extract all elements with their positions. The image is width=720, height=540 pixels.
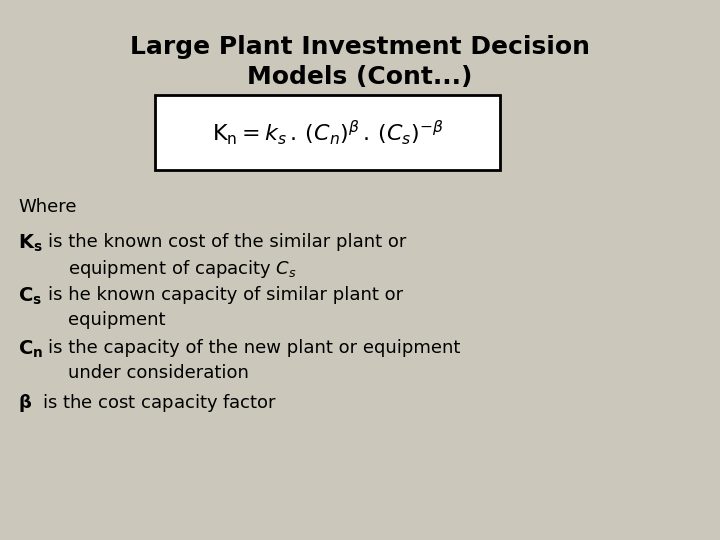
Text: is the capacity of the new plant or equipment: is the capacity of the new plant or equi… [48,339,460,357]
Text: $\mathbf{C_s}$: $\mathbf{C_s}$ [18,286,42,307]
Text: Large Plant Investment Decision: Large Plant Investment Decision [130,35,590,59]
Text: $\mathrm{K_n} = k_s\,.\,(C_n)^{\beta}\,.\,(C_s)^{-\beta}$: $\mathrm{K_n} = k_s\,.\,(C_n)^{\beta}\,.… [212,118,444,147]
Text: equipment: equipment [68,311,166,329]
Text: under consideration: under consideration [68,364,249,382]
Text: is the known cost of the similar plant or: is the known cost of the similar plant o… [48,233,406,251]
Text: is he known capacity of similar plant or: is he known capacity of similar plant or [48,286,403,304]
Text: $\mathbf{\beta}$  is the cost capacity factor: $\mathbf{\beta}$ is the cost capacity fa… [18,392,277,414]
Text: equipment of capacity $C_s$: equipment of capacity $C_s$ [68,258,297,280]
Bar [155,95,500,170]
Text: Where: Where [18,198,76,216]
Text: $\mathbf{C_n}$: $\mathbf{C_n}$ [18,339,43,360]
Text: Models (Cont...): Models (Cont...) [247,65,473,89]
Text: $\mathbf{K_s}$: $\mathbf{K_s}$ [18,233,42,254]
